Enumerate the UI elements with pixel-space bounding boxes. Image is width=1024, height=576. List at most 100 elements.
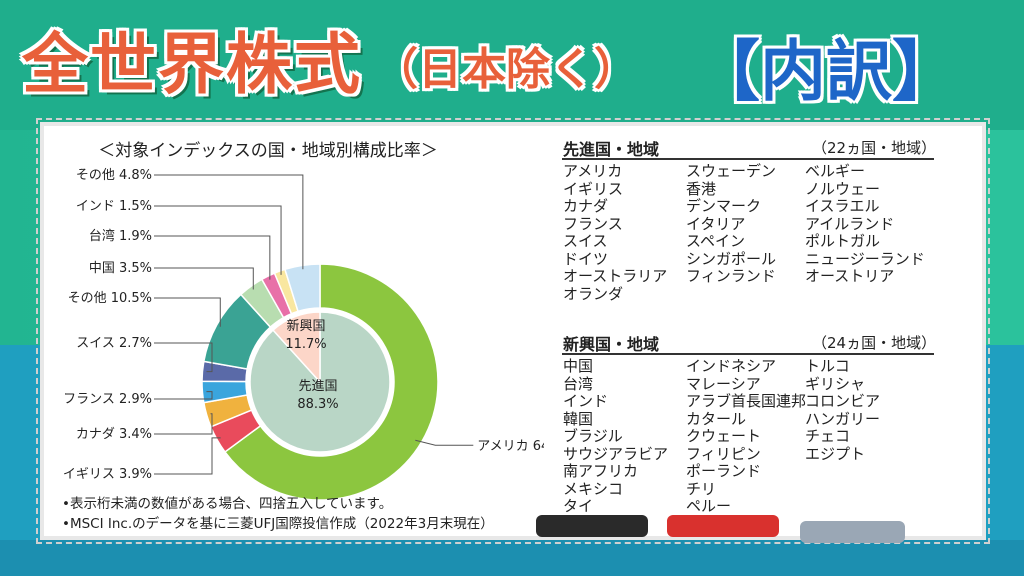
developed-col-1: アメリカ イギリス カナダ フランス スイス ドイツ オーストラリア オランダ bbox=[563, 162, 668, 303]
inner-value-emerging: 11.7% bbox=[285, 337, 326, 352]
country-item: 中国 bbox=[563, 357, 594, 375]
country-item: フランス bbox=[563, 214, 623, 233]
country-item: アメリカ bbox=[563, 162, 623, 180]
developed-title: 先進国・地域 bbox=[563, 140, 660, 159]
country-item: カタール bbox=[686, 409, 747, 428]
inner-label-developed: 先進国 bbox=[298, 379, 337, 394]
country-item: スウェーデン bbox=[686, 162, 777, 180]
country-item: コロンビア bbox=[805, 392, 881, 410]
outer-ring bbox=[201, 263, 439, 501]
decor-gray bbox=[800, 521, 905, 543]
leader-lines bbox=[154, 174, 474, 475]
country-item: アイルランド bbox=[805, 214, 895, 233]
slice-label-1: イギリス 3.9% bbox=[63, 467, 152, 482]
leader-7 bbox=[154, 235, 271, 280]
leader-5 bbox=[154, 297, 221, 327]
decor-red bbox=[667, 515, 779, 537]
country-item: イタリア bbox=[686, 214, 746, 233]
leader-3 bbox=[154, 391, 213, 400]
country-item: スイス bbox=[563, 232, 608, 250]
country-item: サウジアラビア bbox=[563, 444, 669, 463]
country-item: クウェート bbox=[686, 427, 762, 445]
slice-label-0: アメリカ 64.9% bbox=[477, 439, 544, 454]
title-main: 全世界株式 bbox=[22, 26, 362, 103]
leader-9 bbox=[154, 174, 304, 270]
slice-label-9: その他 4.8% bbox=[76, 168, 152, 183]
slice-label-2: カナダ 3.4% bbox=[76, 427, 152, 442]
emerging-col-2: インドネシア マレーシア アラブ首長国連邦 カタール クウェート フィリピン ポーランド チリ… bbox=[686, 357, 807, 516]
developed-count: （22ヵ国・地域） bbox=[812, 139, 937, 157]
inner-pie: 先進国 88.3% 新興国 11.7% bbox=[249, 311, 391, 453]
country-item: カナダ bbox=[563, 197, 609, 215]
country-item: ニュージーランド bbox=[805, 249, 925, 268]
country-item: ベルギー bbox=[805, 162, 866, 180]
country-item: ギリシャ bbox=[805, 374, 866, 393]
country-item: オランダ bbox=[563, 284, 624, 303]
country-item: シンガポール bbox=[686, 249, 777, 268]
emerging-title: 新興国・地域 bbox=[563, 335, 660, 354]
background-floor bbox=[0, 540, 1024, 576]
country-item: ノルウェー bbox=[805, 179, 881, 198]
emerging-col-1: 中国 台湾 インド 韓国 ブラジル サウジアラビア 南アフリカ メキシコ タイ bbox=[563, 357, 669, 516]
note-rounding: •表示桁未満の数値がある場合、四捨五入しています。 bbox=[62, 496, 393, 512]
leader-8 bbox=[154, 205, 282, 275]
emerging-count: （24ヵ国・地域） bbox=[812, 334, 937, 352]
country-item: イスラエル bbox=[805, 197, 880, 215]
emerging-rule bbox=[562, 353, 934, 355]
emerging-col-3: トルコ ギリシャ コロンビア ハンガリー チェコ エジプト bbox=[805, 357, 881, 463]
country-item: ポーランド bbox=[686, 462, 762, 480]
slice-label-8: インド 1.5% bbox=[76, 199, 152, 214]
country-item: ドイツ bbox=[563, 249, 609, 268]
country-item: イギリス bbox=[563, 179, 624, 198]
slice-label-6: 中国 3.5% bbox=[89, 261, 152, 276]
country-item: デンマーク bbox=[686, 197, 762, 215]
leader-2 bbox=[154, 413, 213, 435]
country-item: ポルトガル bbox=[805, 232, 881, 250]
slice-9 bbox=[284, 263, 321, 313]
slice-0 bbox=[223, 263, 439, 501]
country-item: エジプト bbox=[805, 444, 866, 463]
slice-labels: アメリカ 64.9% イギリス 3.9% カナダ 3.4% フランス 2.9% スイス … bbox=[63, 168, 544, 482]
page-title: 全世界株式 （日本除く） bbox=[22, 14, 638, 104]
country-item: オーストラリア bbox=[563, 267, 668, 285]
slice-label-4: スイス 2.7% bbox=[76, 336, 152, 351]
leader-1 bbox=[154, 437, 221, 475]
chart-title: ＜対象インデックスの国・地域別構成比率＞ bbox=[98, 140, 438, 161]
leader-4 bbox=[154, 342, 213, 373]
developed-col-3: ベルギー ノルウェー イスラエル アイルランド ポルトガル ニュージーランド オーストリア bbox=[805, 162, 925, 286]
country-item: インドネシア bbox=[686, 357, 777, 375]
country-item: 香港 bbox=[686, 179, 717, 198]
country-item: ペルー bbox=[686, 497, 732, 515]
country-item: スペイン bbox=[686, 232, 745, 250]
country-item: 韓国 bbox=[563, 409, 594, 428]
slice-label-5: その他 10.5% bbox=[68, 291, 152, 306]
country-item: フィンランド bbox=[686, 267, 776, 285]
pie-chart: ＜対象インデックスの国・地域別構成比率＞ 先進国 88.3% 新興国 11.7% アメ… bbox=[63, 140, 544, 501]
title-sub: （日本除く） bbox=[374, 44, 638, 95]
inner-slice-1 bbox=[271, 311, 321, 384]
country-item: ブラジル bbox=[563, 427, 623, 445]
country-item: ハンガリー bbox=[805, 409, 881, 428]
country-item: マレーシア bbox=[686, 374, 761, 393]
country-item: 南アフリカ bbox=[563, 462, 639, 480]
country-item: チリ bbox=[686, 479, 717, 498]
country-item: トルコ bbox=[805, 357, 850, 375]
decor-dark bbox=[536, 515, 648, 537]
leader-0 bbox=[415, 439, 474, 446]
country-item: アラブ首長国連邦 bbox=[686, 392, 807, 410]
country-item: 台湾 bbox=[563, 374, 594, 393]
country-item: オーストリア bbox=[805, 267, 895, 285]
developed-rule bbox=[562, 158, 934, 160]
leader-6 bbox=[154, 267, 254, 290]
developed-col-2: スウェーデン 香港 デンマーク イタリア スペイン シンガポール フィンランド bbox=[686, 162, 777, 286]
country-item: タイ bbox=[563, 497, 594, 515]
country-item: フィリピン bbox=[686, 444, 761, 463]
slice-label-7: 台湾 1.9% bbox=[89, 228, 152, 244]
country-item: インド bbox=[563, 392, 609, 410]
content-card bbox=[40, 122, 986, 540]
slice-label-3: フランス 2.9% bbox=[63, 392, 152, 407]
inner-value-developed: 88.3% bbox=[297, 397, 338, 412]
inner-label-emerging: 新興国 bbox=[286, 318, 325, 334]
title-breakdown: 【内訳】 bbox=[694, 33, 958, 110]
note-source: •MSCI Inc.のデータを基に三菱UFJ国際投信作成（2022年3月末現在） bbox=[62, 516, 494, 532]
